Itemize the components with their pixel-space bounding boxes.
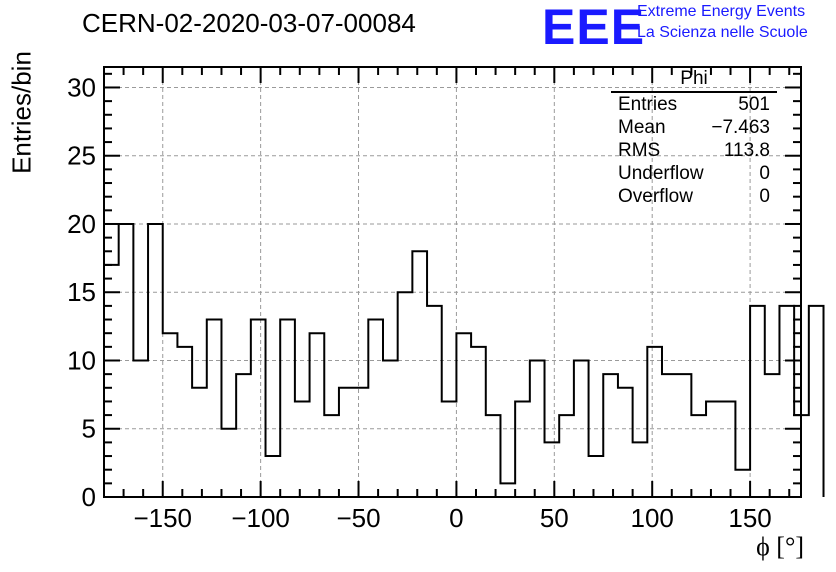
y-tick-label: 10 xyxy=(67,345,96,375)
stats-value: −7.463 xyxy=(711,117,770,138)
y-tick-label: 20 xyxy=(67,209,96,239)
histogram-bin xyxy=(515,401,530,497)
stats-label: Mean xyxy=(618,117,666,138)
stats-row-entries: Entries 501 xyxy=(611,93,777,116)
histogram-bin xyxy=(163,333,178,497)
histogram-bin xyxy=(618,388,633,497)
histogram-bin xyxy=(809,306,824,497)
histogram-bin xyxy=(456,333,471,497)
histogram-bin xyxy=(295,401,310,497)
histogram-bin xyxy=(779,306,794,497)
stats-value: 0 xyxy=(759,186,770,207)
x-tick-label: 100 xyxy=(631,503,674,533)
stats-label: Entries xyxy=(618,94,678,115)
stats-row-rms: RMS 113.8 xyxy=(611,139,777,162)
histogram-bin xyxy=(750,306,765,497)
histogram-bin xyxy=(574,360,589,497)
histogram-bin xyxy=(662,374,677,497)
histogram-bin xyxy=(545,442,560,497)
histogram-bin xyxy=(559,415,574,497)
stats-title: Phi xyxy=(611,68,777,93)
logo-subtitle-line1: Extreme Energy Events xyxy=(637,3,806,20)
histogram-bin xyxy=(310,333,325,497)
histogram-bin xyxy=(765,374,780,497)
x-axis-label: ϕ [°] xyxy=(756,532,804,561)
stats-label: Overflow xyxy=(618,186,693,207)
histogram-bin xyxy=(691,415,706,497)
y-tick-label: 30 xyxy=(67,72,96,102)
histogram-bin xyxy=(266,456,281,497)
histogram-bin xyxy=(633,442,648,497)
histogram-bin xyxy=(530,360,545,497)
logo-subtitle-line2: La Scienza nelle Scuole xyxy=(637,24,808,41)
histogram-bin xyxy=(721,401,736,497)
histogram-bin xyxy=(119,224,134,497)
histogram-bin xyxy=(324,415,339,497)
histogram-bin xyxy=(368,320,383,497)
histogram-bin xyxy=(603,374,618,497)
y-axis-label: Entries/bin xyxy=(6,51,37,174)
x-tick-label: 150 xyxy=(728,503,771,533)
histogram-bin xyxy=(486,415,501,497)
histogram-bin xyxy=(706,401,721,497)
stats-label: Underflow xyxy=(618,163,704,184)
histogram-bin xyxy=(207,320,222,497)
stats-row-mean: Mean −7.463 xyxy=(611,116,777,139)
stats-value: 501 xyxy=(738,94,770,115)
histogram-bin xyxy=(647,347,662,497)
y-tick-label: 0 xyxy=(82,482,96,512)
histogram-bin xyxy=(412,251,427,497)
x-tick-label: −100 xyxy=(231,503,290,533)
histogram-bin xyxy=(500,483,515,497)
histogram-bin xyxy=(354,388,369,497)
stats-value: 113.8 xyxy=(723,140,770,161)
y-tick-label: 5 xyxy=(82,414,96,444)
histogram-bin xyxy=(677,374,692,497)
histogram-bin xyxy=(442,401,457,497)
histogram-bin xyxy=(471,347,486,497)
y-tick-label: 25 xyxy=(67,141,96,171)
histogram-bin xyxy=(133,360,148,497)
x-tick-label: 50 xyxy=(540,503,569,533)
chart-title: CERN-02-2020-03-07-00084 xyxy=(82,8,416,38)
x-tick-label: 0 xyxy=(449,503,463,533)
plot-frame xyxy=(103,66,802,498)
stats-value: 0 xyxy=(759,163,770,184)
histogram-bin xyxy=(251,320,266,497)
x-tick-label: −50 xyxy=(336,503,380,533)
histogram-bin xyxy=(427,306,442,497)
eee-logo: EEE xyxy=(542,0,646,55)
stats-box: Phi Entries 501 Mean −7.463 RMS 113.8 Un… xyxy=(611,68,777,208)
y-tick-label: 15 xyxy=(67,277,96,307)
histogram-bin xyxy=(148,224,163,497)
histogram-bin xyxy=(236,374,251,497)
histogram-bin xyxy=(104,265,119,497)
histogram-bin xyxy=(280,320,295,497)
histogram-line xyxy=(104,222,825,497)
x-tick-label: −150 xyxy=(133,503,192,533)
histogram-bin xyxy=(221,429,236,497)
histogram-bin xyxy=(177,347,192,497)
histogram-bin xyxy=(589,456,604,497)
histogram-bin xyxy=(192,388,207,497)
histogram-bin xyxy=(339,388,354,497)
stats-row-underflow: Underflow 0 xyxy=(611,162,777,185)
stats-label: RMS xyxy=(618,140,661,161)
stats-row-overflow: Overflow 0 xyxy=(611,185,777,208)
histogram-bin xyxy=(398,292,413,497)
histogram-bin xyxy=(383,360,398,497)
histogram-bin xyxy=(735,470,750,497)
